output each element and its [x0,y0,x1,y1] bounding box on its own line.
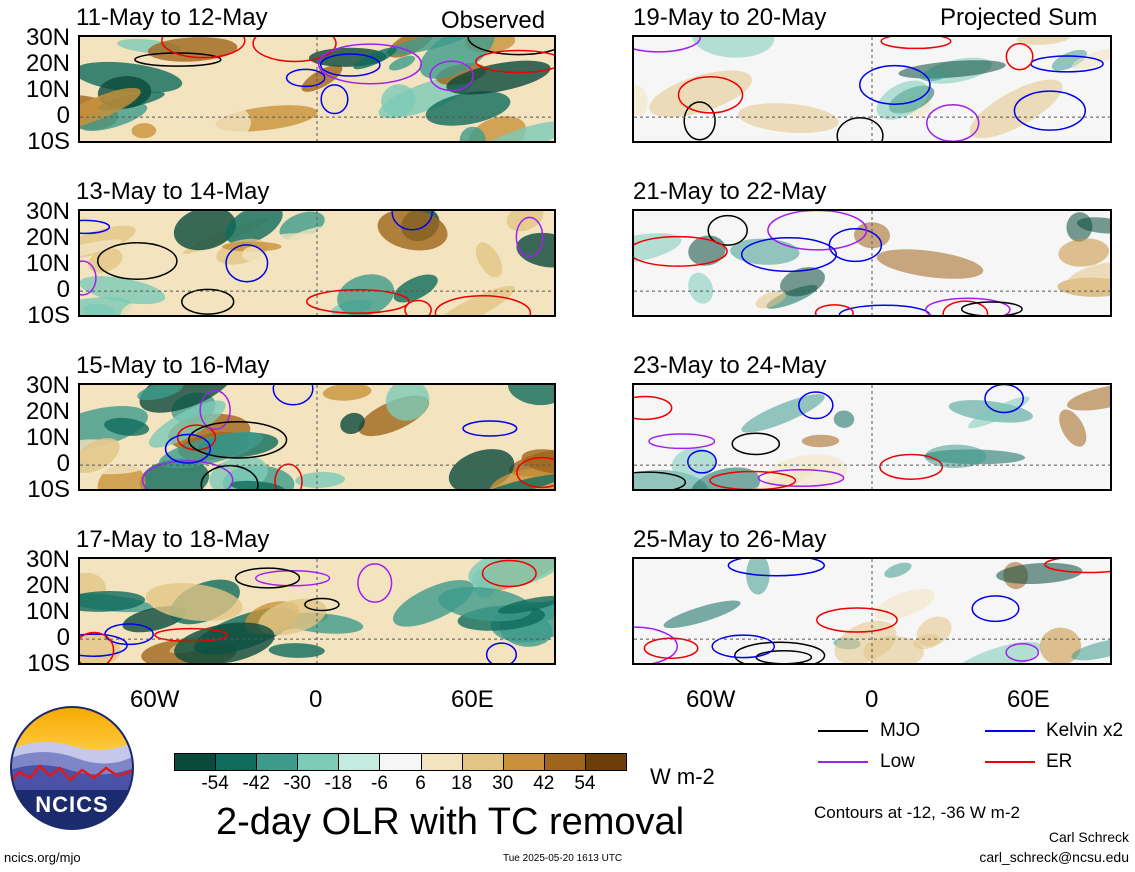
lat-label: 30N [25,24,70,51]
panel-title: 23-May to 24-May [633,352,827,379]
colorbar-swatch [379,753,422,771]
olr-field [634,559,1110,663]
lat-label: 10N [25,250,70,277]
lat-label: 0 [56,624,70,651]
olr-field [634,211,1110,315]
footer-url: ncics.org/mjo [4,850,81,865]
olr-map-panel [78,383,556,491]
olr-field [80,385,554,489]
colorbar-swatch [543,753,586,771]
colorbar-units: W m-2 [650,764,715,789]
lat-label: 10N [25,598,70,625]
lat-label: 10N [25,76,70,103]
colorbar-tick-label: -6 [371,773,388,794]
olr-map-panel [78,557,556,665]
main-title: 2-day OLR with TC removal [216,801,685,843]
lat-label: 30N [25,546,70,573]
colorbar-swatch [215,753,258,771]
olr-field [80,211,554,315]
lat-label: 20N [25,398,70,425]
panel-tag-observed: Observed [441,7,546,34]
colorbar-labels: -54 -42 -30 -18 -6 6 18 30 42 54 [174,774,626,796]
panel-title: 13-May to 14-May [76,178,270,205]
legend-label: Kelvin x2 [1046,720,1124,741]
colorbar-tick-label: 6 [415,773,426,794]
colorbar-swatch [420,753,463,771]
lat-label: 30N [25,372,70,399]
lon-label: 60E [1007,686,1050,713]
colorbar-tick-label: 30 [492,773,514,794]
olr-field [634,37,1110,141]
lon-label: 0 [865,686,879,713]
panel-title: 19-May to 20-May [633,4,827,31]
colorbar-swatch [461,753,504,771]
panel-title: 15-May to 16-May [76,352,270,379]
colorbar-swatch [338,753,381,771]
panel-title: 21-May to 22-May [633,178,827,205]
olr-colorbar [174,753,627,771]
lat-label: 10N [25,424,70,451]
lat-label: 20N [25,572,70,599]
lat-label: 10S [27,476,70,503]
colorbar-tick-label: -30 [283,773,311,794]
colorbar-swatch [297,753,340,771]
legend-label: MJO [880,720,921,741]
lon-label: 60E [451,686,494,713]
logo-text: NCICS [35,792,109,817]
colorbar-tick-label: 18 [451,773,473,794]
colorbar-tick-label: 42 [533,773,555,794]
lat-label: 0 [56,450,70,477]
lon-label: 0 [309,686,323,713]
panel-title: 17-May to 18-May [76,526,270,553]
legend-swatch-low [818,761,868,763]
olr-map-panel [632,557,1112,665]
colorbar-tick-label: -42 [242,773,270,794]
panel-tag-projected: Projected Sum [940,4,1098,31]
colorbar-swatch [256,753,299,771]
olr-map-panel [632,35,1112,143]
panel-title: 25-May to 26-May [633,526,827,553]
lat-label: 0 [56,276,70,303]
colorbar-swatch [584,753,627,771]
olr-field [80,37,554,141]
olr-field [80,559,554,663]
lat-label: 10S [27,650,70,677]
footer-timestamp: Tue 2025-05-20 1613 UTC [503,853,623,864]
legend-swatch-kelvin [985,730,1035,732]
lon-label: 60W [130,686,180,713]
colorbar-swatch [502,753,545,771]
olr-map-panel [632,209,1112,317]
legend-swatch-er [985,761,1035,763]
lat-label: 20N [25,50,70,77]
ncics-logo: NCICS [10,706,134,830]
lat-label: 20N [25,224,70,251]
lat-label: 10S [27,128,70,155]
footer-author: Carl Schreck [1048,829,1129,845]
lon-label: 60W [686,686,736,713]
olr-field [634,385,1110,489]
lat-label: 30N [25,198,70,225]
legend-label: ER [1046,751,1073,772]
contours-note: Contours at -12, -36 W m-2 [814,803,1020,822]
olr-map-panel [632,383,1112,491]
olr-map-panel [78,35,556,143]
footer-email: carl_schreck@ncsu.edu [979,849,1129,865]
legend-swatch-mjo [818,730,868,732]
lat-label: 10S [27,302,70,329]
colorbar-tick-label: 54 [574,773,596,794]
legend-label: Low [880,751,915,772]
colorbar-tick-label: -54 [201,773,229,794]
colorbar-tick-label: -18 [324,773,353,794]
olr-map-panel [78,209,556,317]
panel-title: 11-May to 12-May [76,4,268,31]
lat-label: 0 [56,102,70,129]
colorbar-swatch [174,753,217,771]
